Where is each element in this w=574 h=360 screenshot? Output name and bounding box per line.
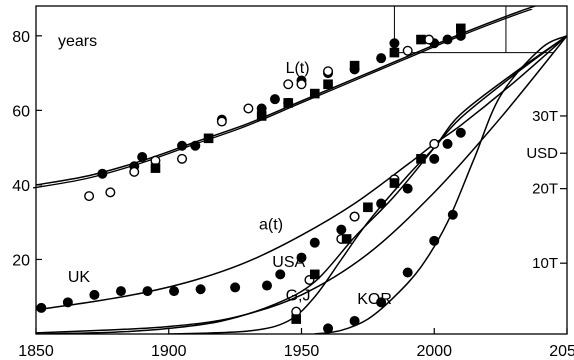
y-tick-label: 80 [12, 29, 30, 46]
data-point-filled-circle [275, 269, 286, 280]
curve-label: L(t) [286, 60, 310, 77]
data-point-filled-circle [230, 282, 241, 293]
axis-ticks: 1850 1900 1950 2000 2050 20 40 60 80 10T 20T 30T USD [12, 29, 574, 360]
data-point-filled-circle [256, 103, 267, 114]
y-tick-label: 20 [12, 252, 30, 269]
data-point-open-circle [129, 166, 140, 177]
data-point-filled-circle [349, 315, 360, 326]
data-point-open-circle [429, 138, 440, 149]
data-point-square [203, 133, 214, 144]
data-point-filled-circle [309, 237, 320, 248]
data-point-filled-circle [89, 289, 100, 300]
data-point-square [456, 23, 466, 34]
data-point-filled-circle [402, 183, 413, 194]
curve-secondary [33, 9, 533, 189]
curve-label: a(t) [259, 217, 283, 234]
data-point-filled-circle [62, 297, 73, 308]
data-point-square [416, 154, 426, 164]
data-point-filled-circle [429, 235, 440, 246]
model-curves [33, 6, 567, 334]
data-point-square [283, 98, 294, 108]
data-point-open-circle [283, 79, 294, 90]
data-point-filled-circle [376, 297, 387, 308]
data-point-filled-circle [376, 198, 387, 209]
data-point-filled-circle [177, 140, 188, 151]
data-point-open-circle [402, 45, 413, 56]
curve [168, 35, 567, 334]
x-tick-label: 1850 [18, 343, 54, 360]
data-point-filled-circle [36, 302, 47, 313]
data-point-filled-circle [455, 30, 466, 41]
data-point-open-circle [243, 103, 254, 114]
data-point-square [363, 202, 373, 213]
data-point-filled-circle [115, 286, 126, 297]
x-tick-label: 1900 [151, 343, 187, 360]
data-point-filled-circle [195, 284, 206, 295]
data-point-filled-circle [142, 286, 153, 297]
data-point-square [323, 79, 333, 90]
data-markers [36, 23, 466, 334]
data-point-square [309, 88, 320, 99]
curve [36, 35, 567, 311]
data-point-filled-circle [402, 267, 413, 278]
data-point-filled-circle [442, 34, 453, 45]
data-point-square [389, 178, 400, 188]
data-point-open-circle [177, 153, 188, 164]
data-point-open-circle [105, 187, 116, 198]
data-point-square [150, 163, 161, 173]
curve-label: UK [68, 269, 91, 286]
y-unit-label: years [58, 33, 97, 50]
data-point-filled-circle [447, 209, 458, 220]
data-point-square [309, 269, 320, 280]
data-point-square [291, 314, 301, 324]
data-point-filled-circle [455, 127, 466, 138]
x-tick-label: 1950 [284, 343, 320, 360]
data-point-open-circle [423, 34, 434, 45]
data-point-filled-circle [376, 53, 387, 64]
data-point-filled-circle [269, 94, 280, 105]
curve-labels: L(t) a(t) UK USA G,J KOR [68, 60, 392, 308]
data-point-square [341, 234, 352, 244]
data-point-filled-circle [169, 286, 180, 297]
right-tick-label: 10T [532, 255, 558, 272]
data-point-filled-circle [296, 252, 307, 263]
data-point-filled-circle [389, 38, 400, 49]
right-tick-label: 20T [532, 181, 558, 198]
curve-label: KOR [357, 291, 392, 308]
data-point-filled-circle [336, 224, 347, 235]
data-point-filled-circle [137, 151, 148, 162]
data-point-open-circle [216, 116, 227, 127]
data-point-square [416, 34, 426, 45]
data-point-filled-circle [323, 323, 334, 334]
curve [36, 6, 536, 186]
data-point-filled-circle [261, 280, 272, 291]
right-unit-label: USD [526, 145, 558, 162]
curve-label: USA [272, 254, 305, 271]
curve-label: G,J [286, 287, 311, 304]
data-point-square [389, 47, 400, 58]
data-point-open-circle [296, 79, 307, 90]
plot-frame [35, 5, 568, 335]
data-point-square [349, 60, 360, 71]
data-point-open-circle [323, 66, 334, 77]
y-tick-label: 60 [12, 103, 30, 120]
data-point-filled-circle [429, 153, 440, 164]
curve [36, 35, 567, 334]
y-tick-label: 40 [12, 178, 30, 195]
data-point-filled-circle [97, 168, 108, 179]
data-point-open-circle [84, 191, 95, 202]
x-tick-label: 2000 [416, 343, 452, 360]
data-point-square [256, 111, 267, 121]
data-point-filled-circle [190, 140, 201, 151]
data-point-filled-circle [442, 138, 453, 149]
right-tick-label: 30T [532, 108, 558, 125]
curve [36, 35, 567, 334]
x-tick-label: 2050 [549, 343, 574, 360]
data-point-open-circle [349, 211, 360, 222]
